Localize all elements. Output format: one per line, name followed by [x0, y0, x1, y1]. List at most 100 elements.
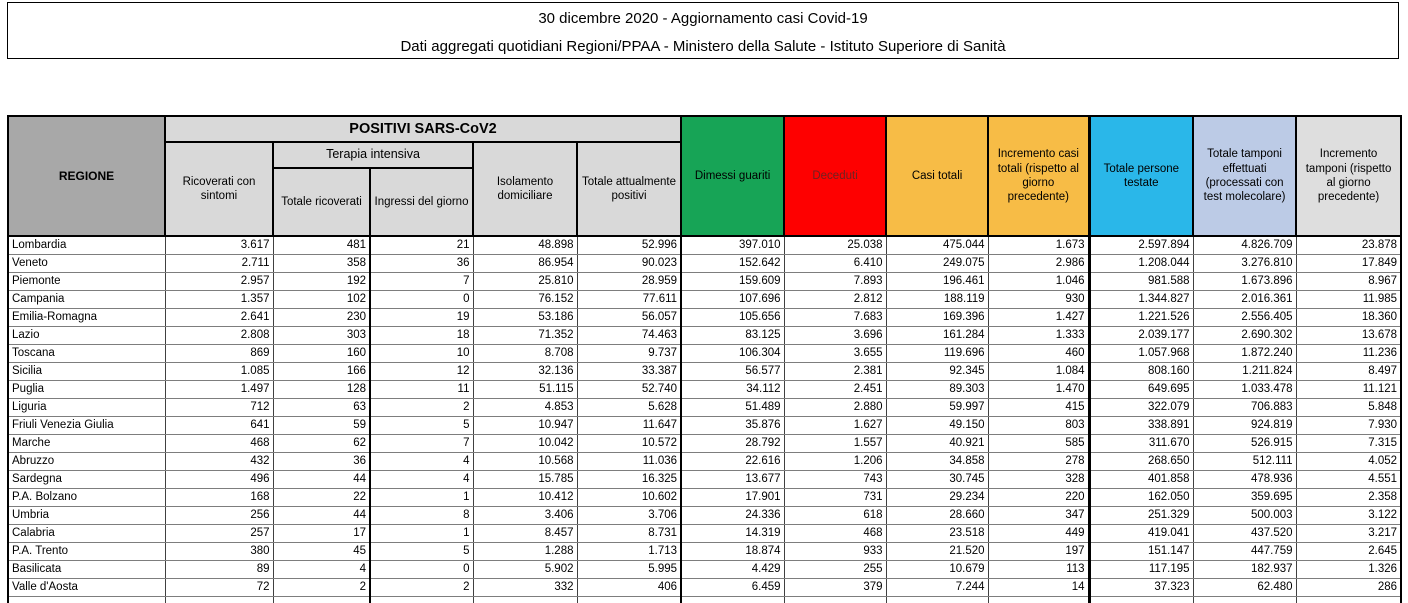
value-cell: 512.111: [1193, 452, 1297, 471]
value-cell: 347: [988, 506, 1091, 525]
value-cell: 107.696: [681, 290, 785, 309]
value-cell: 3.617: [165, 236, 274, 255]
value-cell: 379: [784, 578, 887, 597]
region-name-cell: Piemonte: [8, 272, 166, 291]
value-cell: 16.325: [577, 470, 683, 489]
table-row: Valle d'Aosta 72 2 2 332 406 6.459 379 7.244 14 37…: [8, 578, 1402, 597]
value-cell: 13.678: [1296, 326, 1402, 345]
value-cell: 4: [273, 560, 371, 579]
region-name-cell: Lombardia: [8, 236, 166, 255]
table-row: Piemonte 2.957 192 7 25.810 28.959 159.609 7.89…: [8, 272, 1402, 291]
value-cell: 113: [988, 560, 1091, 579]
value-cell: 359.695: [1193, 488, 1297, 507]
value-cell: 332: [473, 578, 578, 597]
value-cell: 35.876: [681, 416, 785, 435]
col-group-terapia-intensiva: Terapia intensiva: [272, 141, 474, 169]
value-cell: 182.937: [1193, 560, 1297, 579]
value-cell: 11.236: [1296, 344, 1402, 363]
region-name-cell: Campania: [8, 290, 166, 309]
value-cell: 117.195: [1089, 560, 1194, 579]
table-row: Friuli Venezia Giulia 641 59 5 10.947 11.647 3…: [8, 416, 1402, 435]
value-cell: 1.033.478: [1193, 380, 1297, 399]
value-cell: 25.038: [784, 236, 887, 255]
col-header-incremento-tamponi: Incremento tamponi (rispetto al giorno p…: [1295, 115, 1403, 237]
value-cell: 706.883: [1193, 398, 1297, 417]
value-cell: 500.003: [1193, 506, 1297, 525]
value-cell: 21: [370, 236, 474, 255]
table-row: Umbria 256 44 8 3.406 3.706 24.336 618 28.660 347…: [8, 506, 1402, 525]
value-cell: 649.695: [1089, 380, 1194, 399]
value-cell: 268.650: [1089, 452, 1194, 471]
value-cell: 44: [273, 470, 371, 489]
value-cell: 397.010: [681, 236, 785, 255]
value-cell: 21.520: [886, 542, 989, 561]
value-cell: 10.947: [473, 416, 578, 435]
region-name-cell: Lazio: [8, 326, 166, 345]
value-cell: 1.427: [988, 308, 1091, 327]
value-cell: 48.898: [473, 236, 578, 255]
value-cell: 2.808: [165, 326, 274, 345]
value-cell: 257: [165, 524, 274, 543]
value-cell: 618: [784, 506, 887, 525]
value-cell: 1.221.526: [1089, 308, 1194, 327]
col-header-incremento-casi: Incremento casi totali (rispetto al gior…: [987, 115, 1091, 237]
value-cell: [1089, 596, 1194, 603]
value-cell: 49.150: [886, 416, 989, 435]
value-cell: 10.568: [473, 452, 578, 471]
value-cell: 18.360: [1296, 308, 1402, 327]
table-body: Lombardia 3.617 481 21 48.898 52.996 397.010 25…: [8, 236, 1402, 603]
col-header-tamponi-effettuati: Totale tamponi effettuati (processati co…: [1192, 115, 1298, 237]
table-row: Lombardia 3.617 481 21 48.898 52.996 397.010 25…: [8, 236, 1402, 255]
value-cell: 449: [988, 524, 1091, 543]
bulletin-subtitle: Dati aggregati quotidiani Regioni/PPAA -…: [400, 38, 1006, 55]
value-cell: 2.711: [165, 254, 274, 273]
value-cell: 1.288: [473, 542, 578, 561]
region-name-cell: Emilia-Romagna: [8, 308, 166, 327]
value-cell: 8.497: [1296, 362, 1402, 381]
value-cell: 2.597.894: [1089, 236, 1194, 255]
value-cell: 4: [370, 470, 474, 489]
value-cell: 5.628: [577, 398, 683, 417]
value-cell: 7.315: [1296, 434, 1402, 453]
value-cell: 406: [577, 578, 683, 597]
value-cell: 2.556.405: [1193, 308, 1297, 327]
value-cell: 220: [988, 488, 1091, 507]
value-cell: 930: [988, 290, 1091, 309]
value-cell: 286: [1296, 578, 1402, 597]
value-cell: 6.410: [784, 254, 887, 273]
region-name-cell: Veneto: [8, 254, 166, 273]
value-cell: 2.381: [784, 362, 887, 381]
value-cell: 8.457: [473, 524, 578, 543]
value-cell: 14: [988, 578, 1091, 597]
value-cell: 496: [165, 470, 274, 489]
value-cell: 59: [273, 416, 371, 435]
value-cell: 76.152: [473, 290, 578, 309]
region-name-cell: Calabria: [8, 524, 166, 543]
value-cell: 2: [370, 578, 474, 597]
value-cell: 5: [370, 542, 474, 561]
value-cell: 23.518: [886, 524, 989, 543]
value-cell: 105.656: [681, 308, 785, 327]
value-cell: 7.244: [886, 578, 989, 597]
value-cell: 2: [273, 578, 371, 597]
value-cell: 7: [370, 272, 474, 291]
value-cell: 196.461: [886, 272, 989, 291]
value-cell: 981.588: [1089, 272, 1194, 291]
bulletin-title: 30 dicembre 2020 - Aggiornamento casi Co…: [538, 10, 868, 27]
value-cell: 160: [273, 344, 371, 363]
value-cell: 1: [370, 488, 474, 507]
table-row: Emilia-Romagna 2.641 230 19 53.186 56.057 105.…: [8, 308, 1402, 327]
value-cell: 2.641: [165, 308, 274, 327]
table-row: P.A. Bolzano 168 22 1 10.412 10.602 17.901 731 2…: [8, 488, 1402, 507]
value-cell: 2.812: [784, 290, 887, 309]
value-cell: 3.655: [784, 344, 887, 363]
value-cell: 743: [784, 470, 887, 489]
col-header-deceduti: Deceduti: [783, 115, 888, 237]
table-row: Sardegna 496 44 4 15.785 16.325 13.677 743 30.74…: [8, 470, 1402, 489]
col-header-persone-testate: Totale persone testate: [1088, 115, 1195, 237]
value-cell: [681, 596, 785, 603]
value-cell: 36: [370, 254, 474, 273]
value-cell: 168: [165, 488, 274, 507]
covid-data-table: REGIONE POSITIVI SARS-CoV2 Dimessi guari…: [7, 115, 1403, 603]
value-cell: [273, 596, 371, 603]
